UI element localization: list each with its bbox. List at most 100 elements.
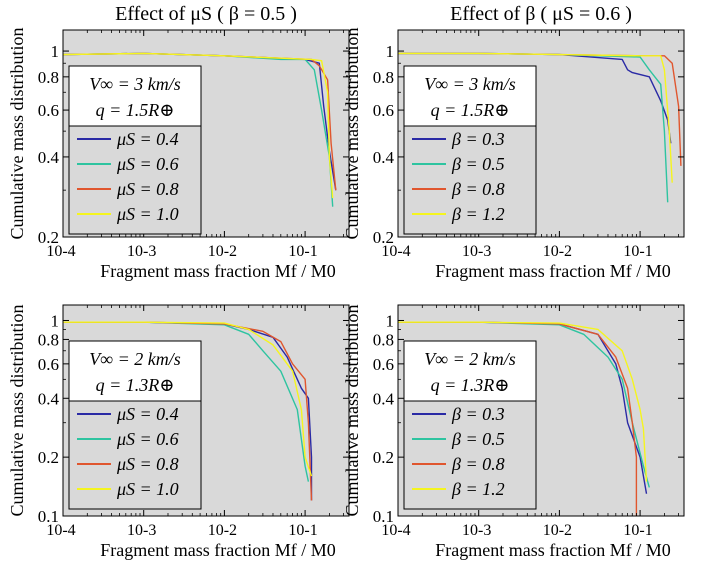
legend-header-box xyxy=(68,65,202,127)
legend-header-line: q = 1.5R⊕ xyxy=(431,100,510,120)
plot-frame xyxy=(62,29,350,238)
x-axis-label: Fragment mass fraction Mf / M0 xyxy=(100,261,335,281)
y-tick-label: 0.8 xyxy=(373,330,394,349)
legend-entry: β = 1.2 xyxy=(451,204,505,224)
y-tick-label: 0.6 xyxy=(38,355,59,374)
y-tick-label: 1 xyxy=(51,311,60,330)
y-axis: 0.2 0.4 0.6 0.8 1 xyxy=(38,42,349,247)
legend-entry: β = 0.8 xyxy=(451,454,505,474)
plot-frame xyxy=(62,304,350,517)
x-axis: 10-4 10-3 10-2 10-1 xyxy=(381,305,679,539)
panel-2: 10-4 10-3 10-2 10-1 0.2 0.4 0.6 0.8 1 Effect of β… xyxy=(342,3,685,281)
legend: V∞ = 3 km/s q = 1.5R⊕ μS = 0.4 μS = 0.6 μS =… xyxy=(68,65,202,235)
y-axis: 0.2 0.4 0.6 0.8 1 xyxy=(373,42,684,247)
y-tick-label: 0.6 xyxy=(373,355,394,374)
plot-frame xyxy=(397,29,685,238)
panel-1: 10-4 10-3 10-2 10-1 0.2 0.4 0.6 0.8 1 Effect of μ… xyxy=(7,3,350,281)
y-tick-label: 0.8 xyxy=(373,68,394,87)
legend-entry: μS = 1.0 xyxy=(116,479,179,499)
legend-series-box xyxy=(403,400,537,510)
x-tick-label: 10-2 xyxy=(543,522,572,539)
x-tick-label: 10-3 xyxy=(462,522,491,539)
legend: V∞ = 2 km/s q = 1.3R⊕ μS = 0.4 μS = 0.6 μS =… xyxy=(68,340,202,510)
x-axis-label: Fragment mass fraction Mf / M0 xyxy=(435,261,670,281)
legend-series-box xyxy=(68,400,202,510)
y-tick-label: 0.4 xyxy=(373,389,395,408)
legend-header-box xyxy=(403,340,537,402)
legend-entry: β = 0.8 xyxy=(451,179,505,199)
y-tick-label: 0.6 xyxy=(38,101,59,120)
x-tick-label: 10-4 xyxy=(381,522,410,539)
y-axis-label: Cumulative mass distribution xyxy=(7,305,27,517)
x-tick-label: 10-1 xyxy=(623,522,652,539)
x-tick-label: 10-1 xyxy=(623,243,652,260)
panel-4: 10-4 10-3 10-2 10-1 0.1 0.2 0.4 0.6 0.81 Fragment… xyxy=(342,304,685,560)
legend-entry: μS = 1.0 xyxy=(116,204,179,224)
x-axis-label: Fragment mass fraction Mf / M0 xyxy=(100,540,335,560)
x-tick-label: 10-4 xyxy=(46,522,75,539)
y-tick-label: 0.1 xyxy=(38,507,59,526)
legend-entry: β = 0.5 xyxy=(451,429,505,449)
x-tick-label: 10-1 xyxy=(288,243,317,260)
series-group xyxy=(63,321,313,501)
y-tick-label: 1 xyxy=(51,42,60,61)
y-tick-label: 0.2 xyxy=(38,228,59,247)
series-group xyxy=(398,52,682,203)
y-tick-label: 1 xyxy=(386,311,395,330)
x-tick-label: 10-4 xyxy=(381,243,410,260)
chart-title: Effect of β ( μS = 0.6 ) xyxy=(450,3,632,25)
plot-frame xyxy=(397,304,685,517)
legend-header-line: V∞ = 2 km/s xyxy=(424,349,515,369)
legend-entry: μS = 0.8 xyxy=(116,454,179,474)
series-line-4 xyxy=(398,321,648,482)
y-axis: 0.1 0.2 0.4 0.6 0.81 xyxy=(38,311,349,526)
series-group xyxy=(398,321,650,516)
legend-series-box xyxy=(68,125,202,235)
legend-entry: μS = 0.6 xyxy=(116,429,179,449)
series-line-4 xyxy=(63,321,313,477)
legend-entry: β = 0.3 xyxy=(451,404,505,424)
y-tick-label: 1 xyxy=(386,42,395,61)
x-tick-label: 10-2 xyxy=(208,522,237,539)
x-tick-label: 10-1 xyxy=(288,522,317,539)
y-tick-label: 0.6 xyxy=(373,101,394,120)
panel-3: 10-4 10-3 10-2 10-1 0.1 0.2 0.4 0.6 0.81 Fragment… xyxy=(7,304,350,560)
series-line-4 xyxy=(398,52,673,183)
legend: V∞ = 3 km/s q = 1.5R⊕ β = 0.3 β = 0.5 β = 0.… xyxy=(403,65,537,235)
legend-entry: β = 0.3 xyxy=(451,129,505,149)
legend-header-line: q = 1.3R⊕ xyxy=(96,375,175,395)
y-axis: 0.1 0.2 0.4 0.6 0.81 xyxy=(373,311,684,526)
legend: V∞ = 2 km/s q = 1.3R⊕ β = 0.3 β = 0.5 β = 0.… xyxy=(403,340,537,510)
y-axis-label: Cumulative mass distribution xyxy=(7,28,27,240)
y-tick-label: 0.1 xyxy=(373,507,394,526)
y-axis-label: Cumulative mass distribution xyxy=(342,305,362,517)
legend-header-line: V∞ = 3 km/s xyxy=(424,74,515,94)
legend-header-line: q = 1.3R⊕ xyxy=(431,375,510,395)
legend-header-line: q = 1.5R⊕ xyxy=(96,100,175,120)
x-axis-label: Fragment mass fraction Mf / M0 xyxy=(435,540,670,560)
x-tick-label: 10-3 xyxy=(127,522,156,539)
series-line-4 xyxy=(62,52,334,199)
legend-series-box xyxy=(403,125,537,235)
y-tick-label: 0.8 xyxy=(38,68,59,87)
x-axis: 10-4 10-3 10-2 10-1 xyxy=(46,305,344,539)
x-tick-label: 10-3 xyxy=(127,243,156,260)
legend-entry: β = 0.5 xyxy=(451,154,505,174)
y-tick-label: 0.4 xyxy=(38,148,60,167)
y-tick-label: 0.4 xyxy=(38,389,60,408)
legend-entry: μS = 0.4 xyxy=(116,404,179,424)
y-tick-label: 0.2 xyxy=(373,228,394,247)
y-axis-label: Cumulative mass distribution xyxy=(342,28,362,240)
legend-header-line: V∞ = 3 km/s xyxy=(89,74,180,94)
legend-header-box xyxy=(403,65,537,127)
legend-entry: μS = 0.6 xyxy=(116,154,179,174)
y-tick-label: 0.4 xyxy=(373,148,395,167)
y-tick-label: 0.2 xyxy=(38,448,59,467)
legend-header-box xyxy=(68,340,202,402)
chart-title: Effect of μS ( β = 0.5 ) xyxy=(115,3,297,25)
legend-entry: β = 1.2 xyxy=(451,479,505,499)
series-group xyxy=(62,52,337,207)
x-tick-label: 10-4 xyxy=(46,243,75,260)
x-tick-label: 10-2 xyxy=(543,243,572,260)
